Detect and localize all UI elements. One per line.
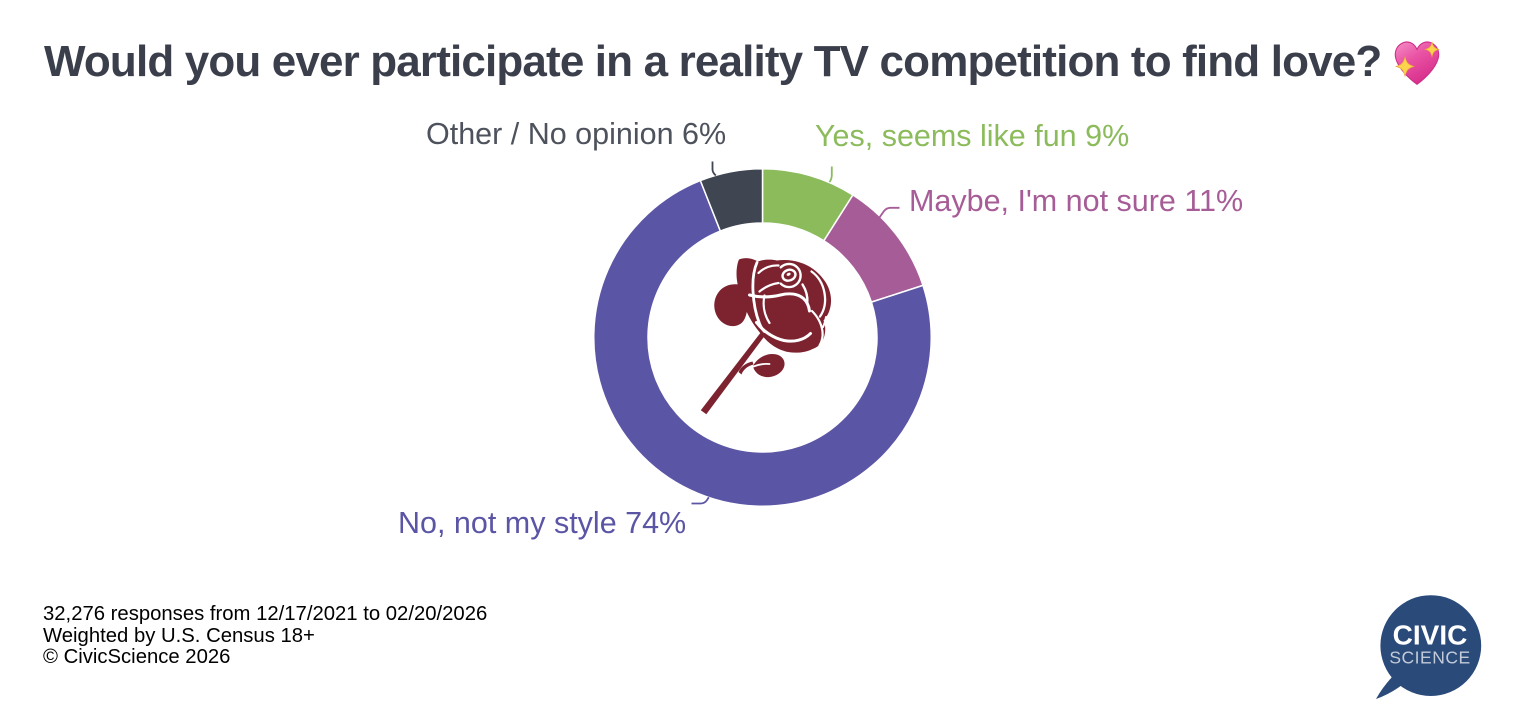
svg-text:CIVIC: CIVIC [1393,620,1468,651]
svg-text:SCIENCE: SCIENCE [1389,648,1470,668]
